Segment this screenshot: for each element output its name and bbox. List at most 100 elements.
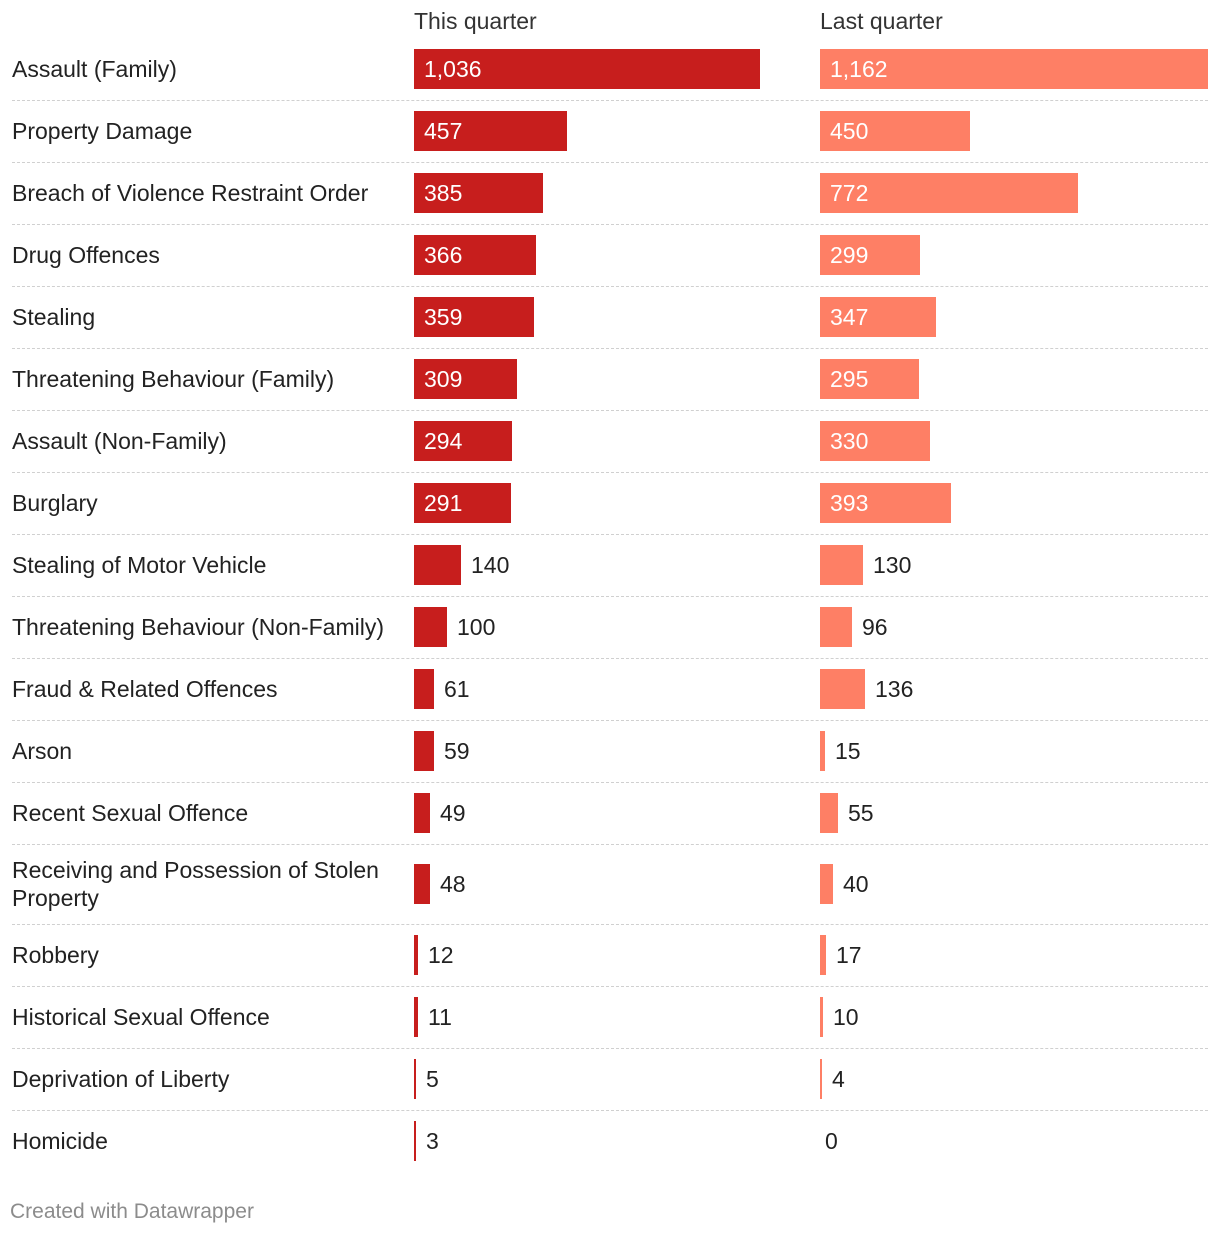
this-quarter-bar — [414, 1059, 416, 1099]
this-quarter-bar — [414, 359, 517, 399]
chart-row-burglary: Burglary 291 393 — [12, 472, 1208, 535]
this-quarter-bar — [414, 421, 512, 461]
this-quarter-bar — [414, 669, 434, 709]
this-quarter-bar — [414, 997, 418, 1037]
this-quarter-value-label: 309 — [424, 366, 463, 392]
last-quarter-value-label: 772 — [830, 180, 869, 206]
last-quarter-value-label: 393 — [830, 490, 869, 516]
last-quarter-bar — [820, 421, 930, 461]
last-quarter-bar — [820, 607, 852, 647]
this-quarter-bar — [414, 731, 434, 771]
category-label: Receiving and Possession of Stolen Prope… — [12, 857, 379, 911]
column-header-last-quarter: Last quarter — [820, 8, 943, 34]
chart-row-assault-non-family: Assault (Non-Family) 294 330 — [12, 410, 1208, 473]
last-quarter-bar — [820, 111, 970, 151]
this-quarter-value-label: 294 — [424, 428, 463, 454]
chart-row-homicide: Homicide 3 0 — [12, 1110, 1208, 1172]
this-quarter-value-label: 291 — [424, 490, 463, 516]
last-quarter-value-label: 10 — [833, 1004, 859, 1030]
this-quarter-bar — [414, 297, 534, 337]
chart-row-threatening-behaviour-family: Threatening Behaviour (Family) 309 295 — [12, 348, 1208, 411]
this-quarter-bar — [414, 607, 447, 647]
category-label: Property Damage — [12, 118, 193, 144]
this-quarter-value-label: 12 — [428, 942, 454, 968]
last-quarter-value-label: 347 — [830, 304, 869, 330]
last-quarter-value-label: 0 — [825, 1128, 838, 1154]
column-header-this-quarter: This quarter — [414, 8, 537, 34]
this-quarter-value-label: 385 — [424, 180, 463, 206]
chart-row-historical-sexual-offence: Historical Sexual Offence 11 10 — [12, 986, 1208, 1049]
last-quarter-bar — [820, 545, 863, 585]
category-label: Threatening Behaviour (Family) — [12, 366, 335, 392]
chart-row-assault-family: Assault (Family) 1,036 1,162 — [12, 38, 1208, 101]
chart-row-breach-of-violence-restraint-order: Breach of Violence Restraint Order 385 772 — [12, 162, 1208, 225]
chart-row-arson: Arson 59 15 — [12, 720, 1208, 783]
this-quarter-value-label: 1,036 — [424, 56, 482, 82]
last-quarter-bar — [820, 235, 920, 275]
category-label: Deprivation of Liberty — [12, 1066, 230, 1092]
chart-row-property-damage: Property Damage 457 450 — [12, 100, 1208, 163]
this-quarter-value-label: 59 — [444, 738, 470, 764]
last-quarter-bar — [820, 864, 833, 904]
category-label: Fraud & Related Offences — [12, 676, 278, 702]
chart-row-stealing: Stealing 359 347 — [12, 286, 1208, 349]
this-quarter-value-label: 3 — [426, 1128, 439, 1154]
this-quarter-value-label: 100 — [457, 614, 496, 640]
last-quarter-value-label: 55 — [848, 800, 874, 826]
last-quarter-value-label: 299 — [830, 242, 869, 268]
last-quarter-bar — [820, 669, 865, 709]
this-quarter-bar — [414, 864, 430, 904]
last-quarter-bar — [820, 793, 838, 833]
last-quarter-value-label: 330 — [830, 428, 869, 454]
last-quarter-value-label: 295 — [830, 366, 869, 392]
last-quarter-bar — [820, 297, 936, 337]
category-label: Threatening Behaviour (Non-Family) — [12, 614, 384, 640]
category-label: Robbery — [12, 942, 99, 968]
this-quarter-value-label: 359 — [424, 304, 463, 330]
chart-row-threatening-behaviour-non-family: Threatening Behaviour (Non-Family) 100 96 — [12, 596, 1208, 659]
chart-row-receiving-and-possession-of-stolen-property: Receiving and Possession of Stolen Prope… — [12, 844, 1208, 925]
this-quarter-bar — [414, 49, 760, 89]
this-quarter-bar — [414, 793, 430, 833]
last-quarter-bar — [820, 49, 1208, 89]
this-quarter-bar — [414, 111, 567, 151]
this-quarter-value-label: 61 — [444, 676, 470, 702]
last-quarter-value-label: 4 — [832, 1066, 845, 1092]
this-quarter-bar — [414, 173, 543, 213]
this-quarter-bar — [414, 1121, 416, 1161]
this-quarter-bar — [414, 545, 461, 585]
category-label: Drug Offences — [12, 242, 160, 268]
last-quarter-value-label: 17 — [836, 942, 862, 968]
last-quarter-value-label: 15 — [835, 738, 861, 764]
this-quarter-value-label: 49 — [440, 800, 466, 826]
chart-row-robbery: Robbery 12 17 — [12, 924, 1208, 987]
last-quarter-value-label: 136 — [875, 676, 914, 702]
this-quarter-value-label: 366 — [424, 242, 463, 268]
this-quarter-value-label: 140 — [471, 552, 510, 578]
chart-row-stealing-of-motor-vehicle: Stealing of Motor Vehicle 140 130 — [12, 534, 1208, 597]
category-label: Burglary — [12, 490, 98, 516]
this-quarter-bar — [414, 935, 418, 975]
chart-row-deprivation-of-liberty: Deprivation of Liberty 5 4 — [12, 1048, 1208, 1111]
this-quarter-value-label: 48 — [440, 871, 466, 897]
this-quarter-bar — [414, 483, 511, 523]
last-quarter-bar — [820, 359, 919, 399]
last-quarter-value-label: 96 — [862, 614, 888, 640]
this-quarter-value-label: 5 — [426, 1066, 439, 1092]
category-label: Homicide — [12, 1128, 108, 1154]
last-quarter-bar — [820, 173, 1078, 213]
last-quarter-value-label: 130 — [873, 552, 912, 578]
category-label: Stealing of Motor Vehicle — [12, 552, 267, 578]
category-label: Breach of Violence Restraint Order — [12, 180, 369, 206]
chart-row-recent-sexual-offence: Recent Sexual Offence 49 55 — [12, 782, 1208, 845]
this-quarter-value-label: 457 — [424, 118, 463, 144]
category-label: Arson — [12, 738, 73, 764]
last-quarter-bar — [820, 935, 826, 975]
category-label: Historical Sexual Offence — [12, 1004, 270, 1030]
category-label: Assault (Non-Family) — [12, 428, 227, 454]
last-quarter-bar — [820, 997, 823, 1037]
chart-row-drug-offences: Drug Offences 366 299 — [12, 224, 1208, 287]
this-quarter-bar — [414, 235, 536, 275]
last-quarter-bar — [820, 1059, 822, 1099]
category-label: Assault (Family) — [12, 56, 177, 82]
